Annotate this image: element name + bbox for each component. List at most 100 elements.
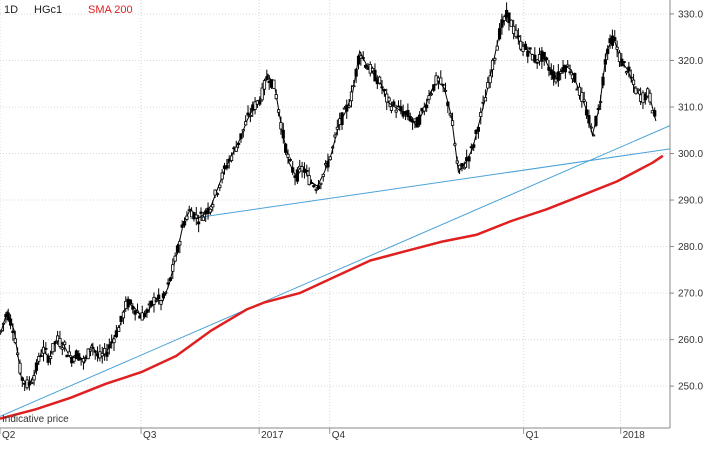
candle-body [11,330,15,334]
candle [359,52,363,66]
candle-body [215,193,220,195]
candles [0,2,657,392]
candle [648,89,652,106]
candle [258,96,262,107]
candle [507,12,511,31]
candle-body [345,104,349,112]
y-tick-label-310: 310.0 [678,103,703,114]
candle [460,163,464,172]
candle-body [39,355,43,358]
candle [53,340,57,352]
candle-body [194,214,198,219]
candle [516,28,520,45]
candle-body [533,54,537,63]
candle [474,129,478,140]
candle [51,342,55,355]
candle-body [363,64,368,68]
candle-body [81,358,86,363]
candle-body [387,97,391,102]
candle [60,341,64,356]
candle-body [197,221,201,225]
candle [39,349,43,358]
candle [394,104,398,119]
candle-body [631,79,636,86]
candle [218,184,222,192]
candle-body [352,85,356,88]
candle-body [599,101,603,103]
candle-body [474,129,478,135]
candle [201,211,205,222]
candle [347,99,351,109]
candle [349,85,354,108]
candle-body [13,338,17,344]
candle [533,47,537,64]
candle-body [371,67,375,72]
candle [363,64,368,69]
candle [566,60,570,67]
candle [488,69,492,89]
candle [389,101,394,114]
candle-body [309,182,314,184]
candle [152,292,156,313]
indicator-label-sma200[interactable]: SMA 200 [88,4,133,16]
candle [286,149,290,164]
candle [199,207,203,221]
candle-body [77,353,81,361]
candle [544,56,549,62]
candle-body [208,208,213,213]
candle-body [479,112,483,117]
candle [107,338,111,355]
candle-body [262,80,267,90]
candle-body [258,100,262,105]
candle-body [500,19,504,28]
candle [356,54,361,70]
candle [526,46,530,64]
x-tick-label-Q3: Q3 [143,430,157,441]
candle-body [331,146,335,149]
symbol-label[interactable]: HGc1 [34,4,63,16]
candle [462,161,466,170]
candle [439,70,443,85]
candle [563,64,567,79]
candle-body [20,377,24,381]
candle-body [288,159,292,161]
candle-body [606,48,610,55]
candle [157,288,161,305]
candle-body [486,82,490,89]
candle-body [171,264,175,272]
candle [135,303,140,314]
candle-body [629,76,633,79]
candle [284,142,288,156]
candle-body [295,169,299,182]
candle [479,107,483,125]
candle-body [88,349,93,352]
candle-body [107,344,111,349]
trendline-3 [190,148,671,220]
candle [601,73,605,89]
timeframe-label[interactable]: 1D [4,4,19,16]
candle-body [67,351,71,356]
candle-body [627,66,631,72]
candle-body [119,315,123,323]
candle [46,353,50,366]
candle-body [286,153,290,158]
candle-body [596,108,600,111]
candle-body [406,109,410,118]
candle-body [624,71,629,74]
candle [624,70,629,76]
candle-body [425,104,429,109]
candle [100,346,104,364]
candle-body [354,68,358,77]
candle [168,277,173,282]
candle [455,156,459,165]
candle-body [103,348,107,355]
indicative-price-note: Indicative price [2,414,69,425]
candle-body [584,109,589,116]
candle-body [164,291,168,294]
candle [288,157,292,162]
candle [58,330,62,349]
candle [246,105,250,117]
candle [354,68,358,84]
candle [392,99,396,107]
